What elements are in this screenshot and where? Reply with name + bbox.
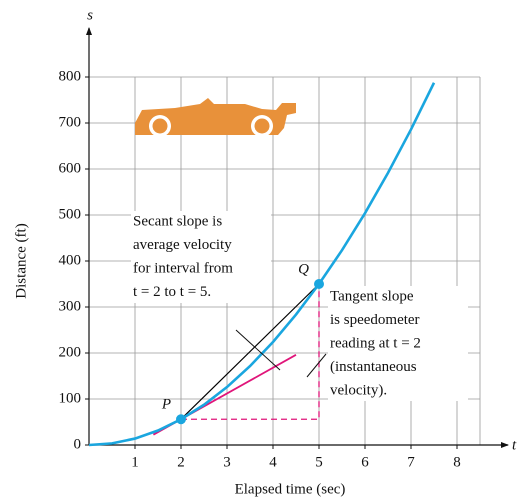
race-car-icon xyxy=(135,98,296,137)
y-tick-label: 300 xyxy=(59,298,82,314)
x-axis-label: Elapsed time (sec) xyxy=(235,481,346,497)
x-tick-label: 7 xyxy=(407,454,415,470)
y-tick-label: 100 xyxy=(59,390,82,406)
rise-run-guide xyxy=(181,284,320,420)
annotation-line: Tangent slope xyxy=(330,288,414,304)
x-tick-label: 3 xyxy=(223,454,231,470)
point xyxy=(176,414,186,425)
annotation-bg xyxy=(328,286,468,401)
y-tick-label: 0 xyxy=(74,436,82,452)
x-tick-label: 4 xyxy=(269,454,277,470)
y-axis-symbol: s xyxy=(87,7,93,23)
secant-line xyxy=(180,283,320,420)
annotation-line: average velocity xyxy=(133,237,232,253)
annotation-line: reading at t = 2 xyxy=(330,335,421,351)
annotation-line: (instantaneous xyxy=(330,359,417,375)
y-tick-label: 600 xyxy=(59,160,82,176)
point-label: Q xyxy=(298,261,309,277)
x-axis-symbol: t xyxy=(512,437,517,453)
x-tick-label: 1 xyxy=(131,454,139,470)
y-tick-label: 200 xyxy=(59,344,82,360)
annotation-line: velocity). xyxy=(330,382,387,398)
y-tick-label: 700 xyxy=(59,114,82,130)
y-axis-label: Distance (ft) xyxy=(13,223,29,298)
y-tick-label: 500 xyxy=(59,206,82,222)
annotation-line: for interval from xyxy=(133,260,233,276)
annotation-line: is speedometer xyxy=(330,312,420,328)
x-tick-label: 2 xyxy=(177,454,185,470)
annotation-leader xyxy=(306,353,327,378)
point-label: P xyxy=(161,397,171,413)
y-tick-label: 800 xyxy=(59,68,82,84)
distance-curve xyxy=(88,82,436,447)
point xyxy=(314,279,324,289)
annotation-line: Secant slope is xyxy=(133,213,222,229)
x-tick-label: 8 xyxy=(453,454,461,470)
x-tick-label: 6 xyxy=(361,454,369,470)
y-tick-label: 400 xyxy=(59,252,82,268)
x-tick-label: 5 xyxy=(315,454,323,470)
annotation-bg xyxy=(131,211,271,303)
annotation-line: t = 2 to t = 5. xyxy=(133,284,211,300)
annotation-leader xyxy=(235,329,281,371)
